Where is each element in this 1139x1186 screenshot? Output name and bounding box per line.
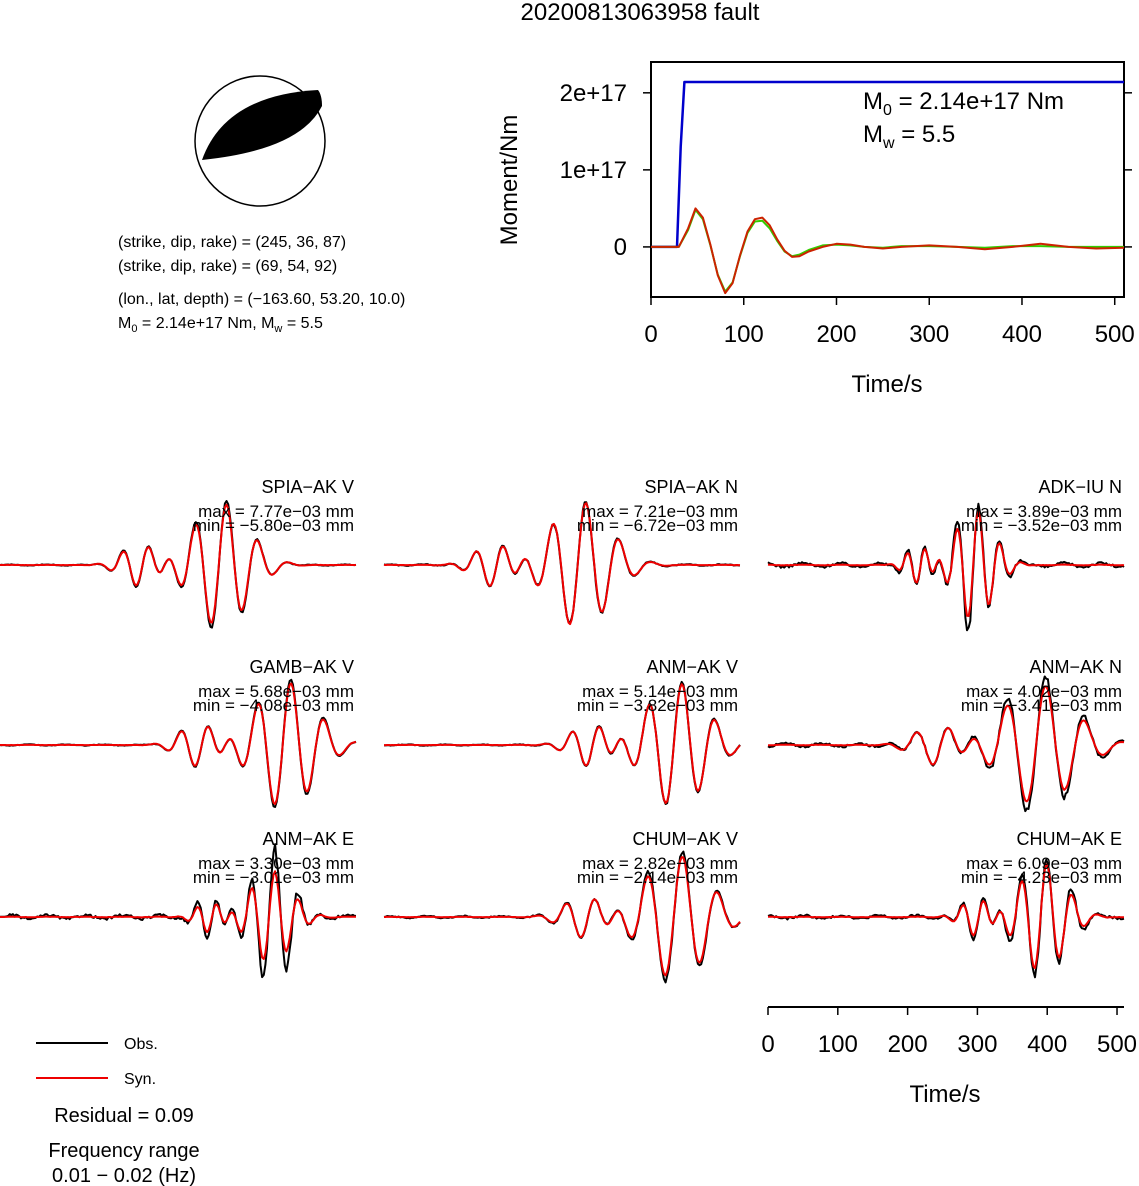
frequency-range-value: 0.01 − 0.02 (Hz) bbox=[52, 1165, 196, 1186]
station-label: SPIA−AK N bbox=[644, 477, 738, 497]
moment-rate-chart: 0 100 200 300 400 500 0 1e+17 2e+17 Time/s Momen… bbox=[496, 61, 1135, 398]
moment-mw-annotation: Mw = 5.5 bbox=[863, 121, 955, 152]
moment-y-tick-label: 1e+17 bbox=[560, 157, 627, 184]
legend-obs-label: Obs. bbox=[124, 1036, 158, 1053]
min-amplitude-label: min = −3.41e−03 mm bbox=[961, 696, 1122, 715]
station-label: ADK−IU N bbox=[1038, 477, 1122, 497]
moment-y-tick-label: 0 bbox=[614, 234, 627, 261]
synthetic-trace bbox=[767, 685, 1125, 803]
station-label: GAMB−AK V bbox=[249, 657, 354, 677]
moment-x-tick-label: 200 bbox=[816, 321, 856, 348]
moment-y-tick-label: 2e+17 bbox=[560, 80, 627, 107]
synthetic-trace bbox=[384, 856, 741, 977]
max-amplitude-label: max = 4.02e−03 mm bbox=[966, 682, 1122, 701]
synthetic-trace bbox=[768, 863, 1124, 970]
moment-m0-annotation: M0 = 2.14e+17 Nm bbox=[863, 88, 1064, 119]
min-amplitude-label: min = −3.01e−03 mm bbox=[193, 868, 354, 887]
max-amplitude-label: max = 3.89e−03 mm bbox=[966, 502, 1122, 521]
figure-title: 20200813063958 fault bbox=[521, 0, 760, 26]
synthetic-trace bbox=[0, 870, 356, 960]
source-info: (strike, dip, rake) = (245, 36, 87) (str… bbox=[118, 234, 405, 335]
synthetic-trace bbox=[384, 683, 741, 805]
max-amplitude-label: max = 5.14e−03 mm bbox=[582, 682, 738, 701]
moment-chart-frame bbox=[650, 61, 1125, 298]
synthetic-trace bbox=[383, 502, 740, 626]
max-amplitude-label: max = 7.77e−03 mm bbox=[198, 502, 354, 521]
station-label: ANM−AK E bbox=[262, 829, 354, 849]
moment-chart-axes: 0 100 200 300 400 500 0 1e+17 2e+17 bbox=[560, 80, 1135, 348]
station-label: SPIA−AK V bbox=[261, 477, 354, 497]
moment-magnitude-line: M0 = 2.14e+17 Nm, Mw = 5.5 bbox=[118, 315, 323, 335]
moment-series-line bbox=[651, 208, 1124, 293]
legend-syn-label: Syn. bbox=[124, 1071, 156, 1088]
moment-chart-lines bbox=[651, 80, 1125, 295]
waveform-x-tick-label: 100 bbox=[818, 1031, 858, 1058]
moment-x-tick-label: 300 bbox=[909, 321, 949, 348]
max-amplitude-label: max = 7.21e−03 mm bbox=[582, 502, 738, 521]
frequency-range-label: Frequency range bbox=[48, 1140, 199, 1162]
max-amplitude-label: max = 2.82e−03 mm bbox=[582, 854, 738, 873]
station-label: ANM−AK N bbox=[1029, 657, 1122, 677]
max-amplitude-label: max = 3.30e−03 mm bbox=[198, 854, 354, 873]
waveform-x-tick-label: 300 bbox=[957, 1031, 997, 1058]
min-amplitude-label: min = −4.08e−03 mm bbox=[193, 696, 354, 715]
max-amplitude-label: max = 5.68e−03 mm bbox=[198, 682, 354, 701]
station-label: CHUM−AK E bbox=[1016, 829, 1122, 849]
min-amplitude-label: min = −4.23e−03 mm bbox=[961, 868, 1122, 887]
moment-chart-xlabel: Time/s bbox=[851, 371, 922, 398]
moment-x-tick-label: 0 bbox=[644, 321, 657, 348]
waveform-x-tick-label: 200 bbox=[888, 1031, 928, 1058]
waveform-time-axis: 0 100 200 300 400 500 bbox=[761, 1006, 1137, 1058]
waveform-xlabel: Time/s bbox=[909, 1081, 980, 1108]
synthetic-trace bbox=[0, 503, 356, 624]
station-label: CHUM−AK V bbox=[632, 829, 738, 849]
waveform-x-tick-label: 0 bbox=[761, 1031, 774, 1058]
min-amplitude-label: min = −2.14e−03 mm bbox=[577, 868, 738, 887]
location-depth: (lon., lat, depth) = (−163.60, 53.20, 10… bbox=[118, 291, 405, 308]
synthetic-trace bbox=[0, 682, 357, 805]
station-label: ANM−AK V bbox=[646, 657, 738, 677]
waveform-x-tick-label: 500 bbox=[1097, 1031, 1137, 1058]
moment-chart-ylabel: Moment/Nm bbox=[496, 115, 523, 246]
synthetic-trace bbox=[767, 510, 1125, 617]
min-amplitude-label: min = −6.72e−03 mm bbox=[577, 516, 738, 535]
nodal-plane-1: (strike, dip, rake) = (245, 36, 87) bbox=[118, 234, 346, 251]
waveform-x-tick-label: 400 bbox=[1027, 1031, 1067, 1058]
max-amplitude-label: max = 6.09e−03 mm bbox=[966, 854, 1122, 873]
nodal-plane-2: (strike, dip, rake) = (69, 54, 92) bbox=[118, 258, 337, 275]
min-amplitude-label: min = −3.82e−03 mm bbox=[577, 696, 738, 715]
moment-x-tick-label: 400 bbox=[1002, 321, 1042, 348]
min-amplitude-label: min = −5.80e−03 mm bbox=[193, 516, 354, 535]
beachball-icon bbox=[194, 75, 326, 207]
moment-x-tick-label: 500 bbox=[1095, 321, 1135, 348]
residual-label: Residual = 0.09 bbox=[54, 1105, 194, 1127]
moment-x-tick-label: 100 bbox=[724, 321, 764, 348]
legend: Obs. Syn. bbox=[36, 1036, 158, 1088]
moment-series-line bbox=[651, 207, 1125, 295]
min-amplitude-label: min = −3.52e−03 mm bbox=[961, 516, 1122, 535]
